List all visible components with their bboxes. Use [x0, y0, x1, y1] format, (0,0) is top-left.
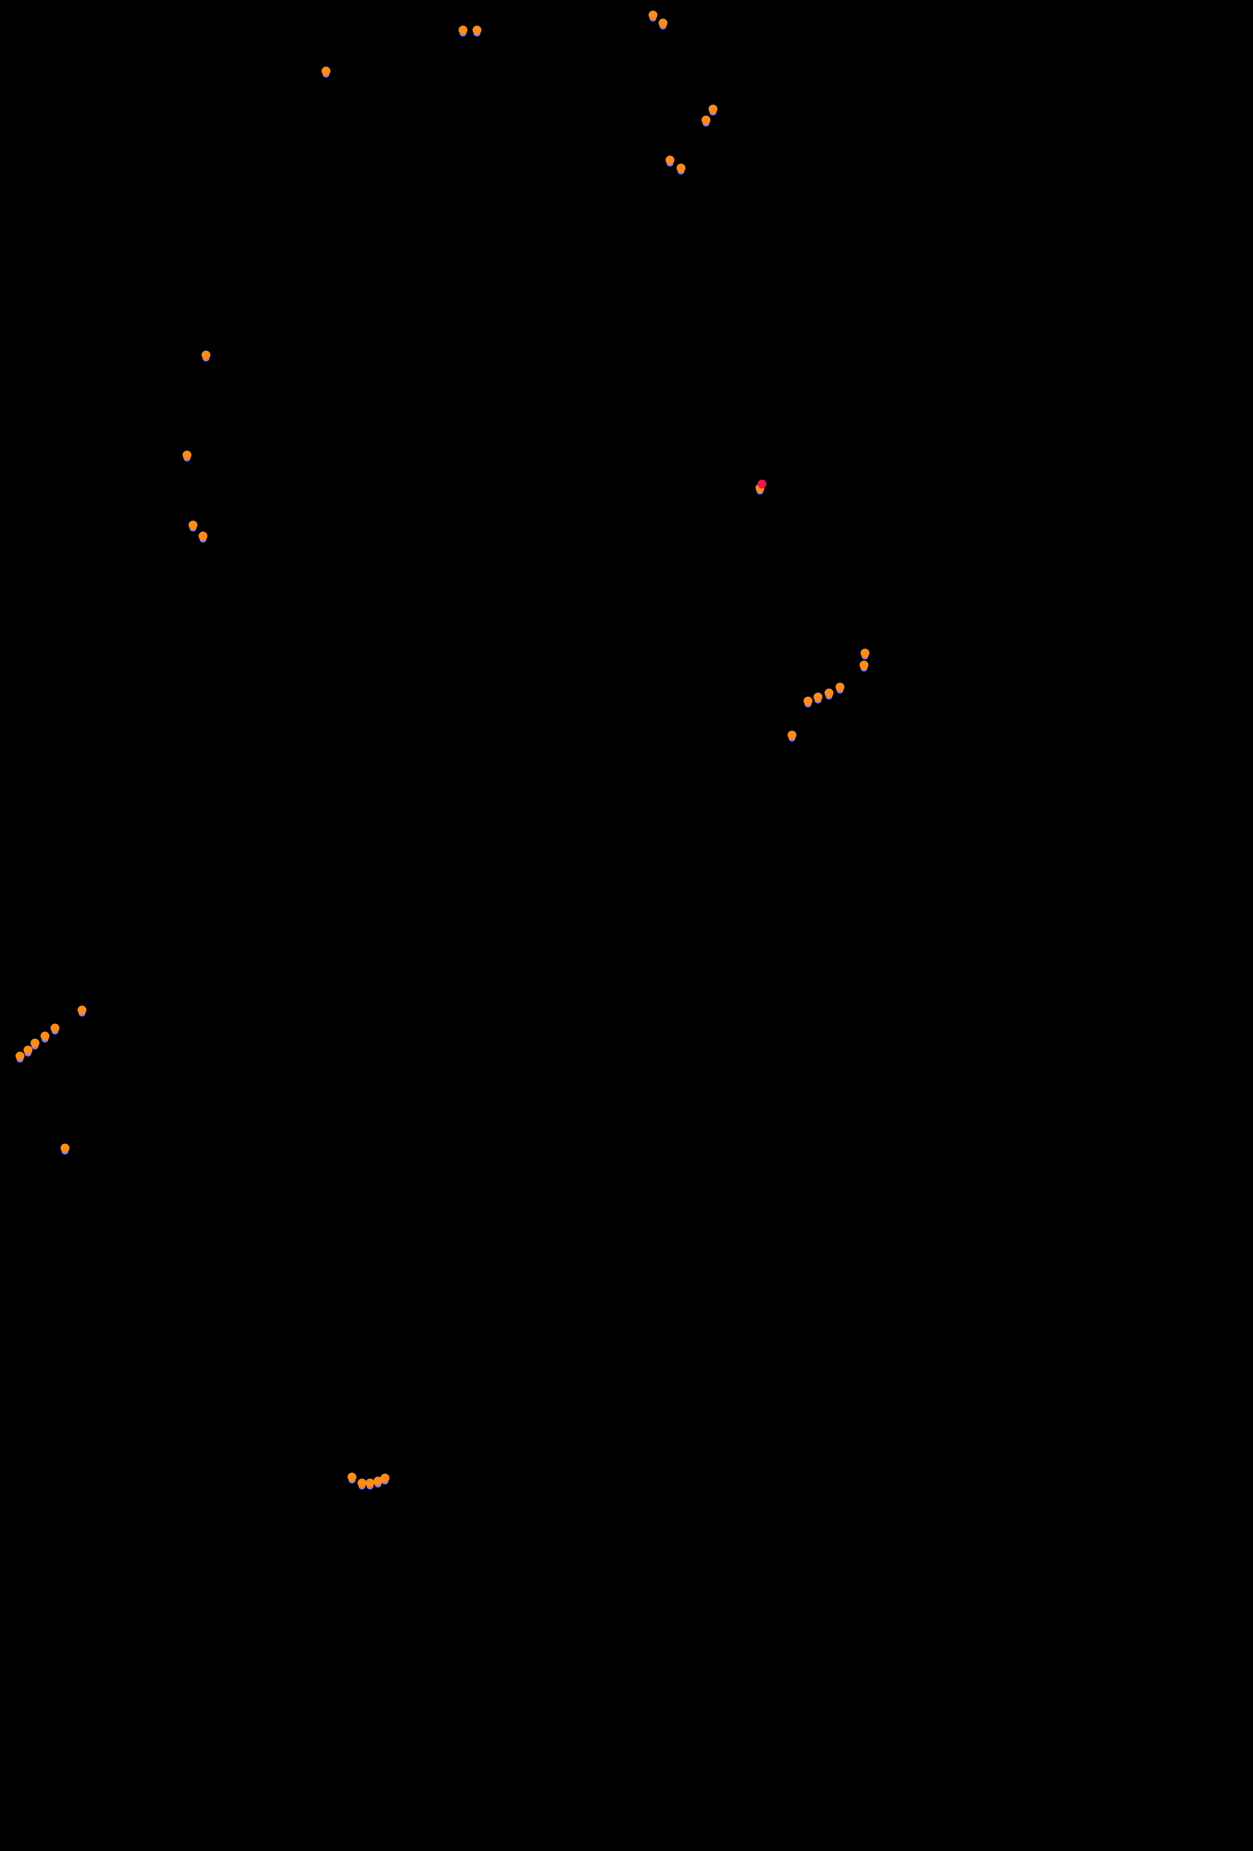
- point-red: [758, 480, 767, 489]
- point-orange: [41, 1032, 50, 1041]
- point-orange: [61, 1144, 70, 1153]
- point-orange: [804, 697, 813, 706]
- point-orange: [788, 731, 797, 740]
- scatter-plot: [0, 0, 1253, 1851]
- point-orange: [702, 116, 711, 125]
- point-orange: [861, 649, 870, 658]
- point-orange: [459, 26, 468, 35]
- point-orange: [666, 156, 675, 165]
- point-orange: [381, 1474, 390, 1483]
- point-orange: [202, 351, 211, 360]
- point-orange: [836, 683, 845, 692]
- point-orange: [677, 164, 686, 173]
- point-orange: [199, 532, 208, 541]
- point-orange: [860, 661, 869, 670]
- point-orange: [31, 1039, 40, 1048]
- point-orange: [709, 105, 718, 114]
- point-orange: [189, 521, 198, 530]
- point-orange: [322, 67, 331, 76]
- point-orange: [78, 1006, 87, 1015]
- point-orange: [473, 26, 482, 35]
- point-orange: [649, 11, 658, 20]
- point-orange: [51, 1024, 60, 1033]
- point-orange: [24, 1046, 33, 1055]
- point-orange: [16, 1052, 25, 1061]
- point-orange: [814, 693, 823, 702]
- point-orange: [183, 451, 192, 460]
- point-orange: [659, 19, 668, 28]
- point-orange: [348, 1473, 357, 1482]
- point-orange: [825, 689, 834, 698]
